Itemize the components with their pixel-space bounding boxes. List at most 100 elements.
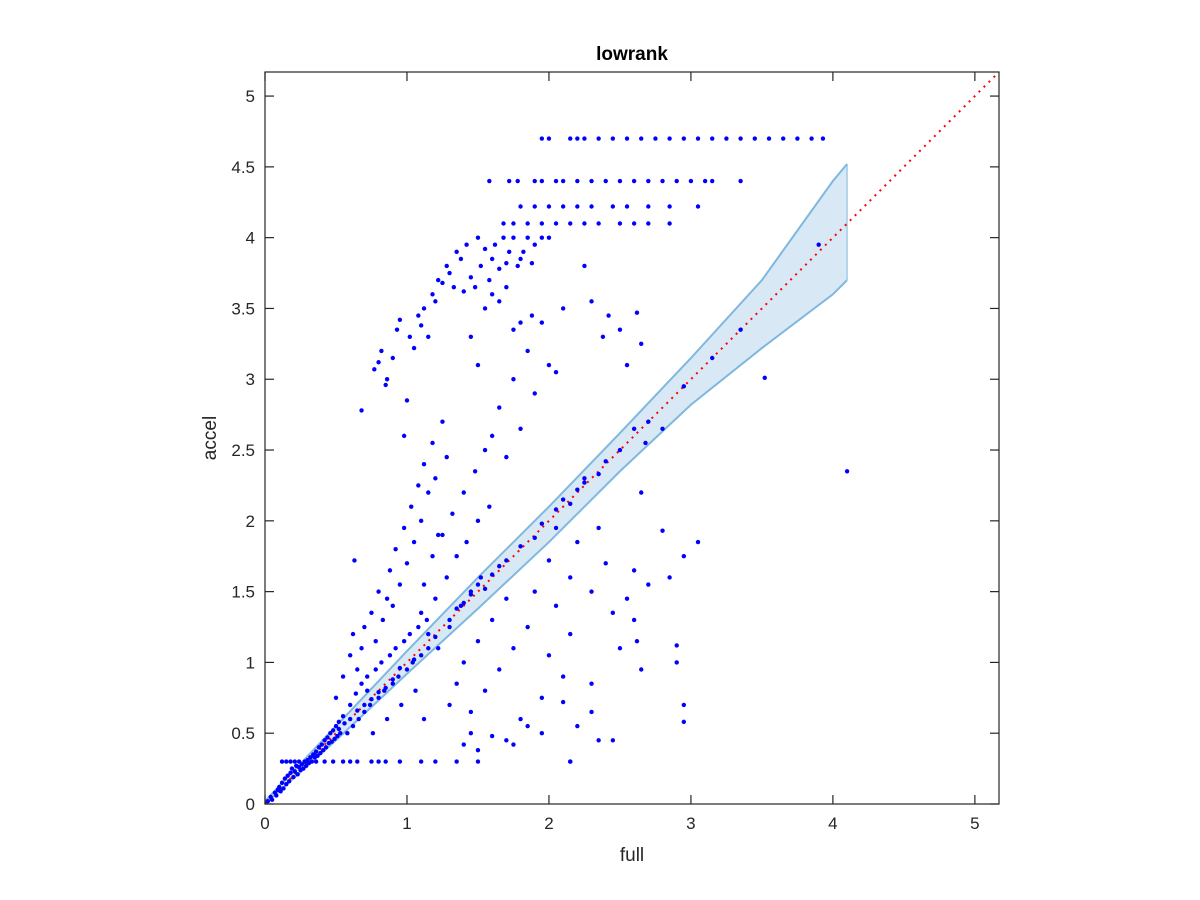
scatter-point bbox=[319, 742, 324, 747]
scatter-point bbox=[575, 487, 580, 492]
scatter-point bbox=[667, 221, 672, 226]
scatter-point bbox=[603, 459, 608, 464]
scatter-point bbox=[702, 178, 708, 184]
reference-line-layer bbox=[264, 71, 1000, 805]
scatter-point bbox=[332, 736, 337, 742]
scatter-point bbox=[461, 742, 466, 747]
scatter-point bbox=[617, 646, 623, 651]
scatter-point bbox=[688, 178, 694, 184]
scatter-point bbox=[418, 323, 424, 328]
scatter-point bbox=[539, 320, 545, 325]
scatter-point bbox=[646, 419, 651, 424]
scatter-point bbox=[525, 624, 530, 630]
scatter-point bbox=[426, 631, 431, 637]
scatter-point bbox=[468, 275, 474, 280]
scatter-point bbox=[646, 204, 651, 209]
scatter-point bbox=[738, 327, 743, 332]
scatter-point bbox=[546, 558, 552, 563]
scatter-point bbox=[284, 781, 289, 787]
scatter-point bbox=[362, 702, 367, 708]
y-axis-label: accel bbox=[200, 416, 221, 460]
scatter-point bbox=[396, 674, 401, 679]
scatter-point bbox=[568, 501, 573, 507]
scatter-point bbox=[369, 697, 374, 702]
scatter-points-layer bbox=[265, 136, 850, 804]
plot-frame bbox=[264, 71, 1000, 805]
scatter-point bbox=[436, 532, 441, 538]
scatter-point bbox=[376, 589, 381, 594]
scatter-point bbox=[660, 426, 665, 431]
scatter-point bbox=[362, 709, 367, 715]
scatter-point bbox=[309, 759, 315, 764]
scatter-point bbox=[447, 617, 452, 623]
scatter-point bbox=[338, 731, 343, 736]
scatter-point bbox=[596, 221, 601, 226]
scatter-point bbox=[444, 263, 449, 269]
scatter-point bbox=[421, 461, 427, 467]
scatter-point bbox=[316, 745, 322, 750]
scatter-point bbox=[464, 539, 469, 545]
scatter-point bbox=[330, 728, 336, 733]
x-tick-label: 5 bbox=[970, 814, 979, 833]
scatter-point bbox=[596, 136, 601, 141]
scatter-point bbox=[710, 178, 715, 184]
scatter-point bbox=[373, 638, 378, 644]
scatter-point bbox=[436, 277, 441, 283]
scatter-point bbox=[299, 762, 305, 767]
scatter-point bbox=[347, 716, 353, 722]
scatter-point bbox=[582, 136, 587, 141]
scatter-point bbox=[610, 738, 616, 743]
scatter-point bbox=[387, 568, 393, 573]
scatter-point bbox=[285, 773, 290, 778]
scatter-point bbox=[359, 681, 364, 686]
scatter-point bbox=[617, 447, 623, 453]
scatter-point bbox=[482, 306, 488, 311]
scatter-point bbox=[370, 731, 376, 736]
ticks-layer: 0 1 2 3 4 5 0 0.5 1 1.5 2 2.5 3 3.5 4 4.5 5 bbox=[231, 72, 999, 833]
scatter-point bbox=[359, 646, 364, 651]
scatter-point bbox=[359, 408, 364, 413]
y-tick-label: 1.5 bbox=[231, 583, 255, 602]
scatter-point bbox=[424, 617, 430, 623]
scatter-point bbox=[489, 292, 495, 297]
scatter-point bbox=[560, 497, 566, 502]
scatter-point bbox=[539, 521, 545, 526]
scatter-point bbox=[475, 518, 481, 524]
scatter-point bbox=[353, 691, 359, 696]
scatter-point bbox=[475, 362, 481, 368]
scatter-point bbox=[660, 178, 665, 184]
scatter-point bbox=[376, 689, 381, 695]
scatter-point bbox=[518, 426, 523, 431]
scatter-point bbox=[511, 327, 516, 332]
scatter-point bbox=[291, 774, 296, 780]
scatter-point bbox=[518, 204, 523, 209]
scatter-point bbox=[401, 638, 407, 644]
scatter-point bbox=[589, 709, 594, 715]
scatter-point bbox=[390, 355, 395, 361]
scatter-point bbox=[600, 334, 606, 339]
scatter-point bbox=[511, 646, 516, 651]
scatter-point bbox=[624, 136, 630, 141]
scatter-point bbox=[475, 759, 481, 764]
scatter-point bbox=[539, 235, 545, 240]
scatter-point bbox=[409, 504, 414, 509]
scatter-point bbox=[418, 610, 424, 616]
scatter-point bbox=[710, 355, 715, 361]
scatter-point bbox=[313, 749, 319, 754]
scatter-point bbox=[426, 334, 431, 339]
scatter-point bbox=[274, 793, 279, 798]
scatter-point bbox=[345, 731, 350, 736]
scatter-point bbox=[433, 759, 438, 764]
scatter-point bbox=[478, 263, 483, 269]
scatter-point bbox=[487, 504, 492, 509]
scatter-point bbox=[430, 554, 435, 559]
scatter-point bbox=[447, 702, 452, 708]
scatter-point bbox=[695, 136, 701, 141]
scatter-point bbox=[653, 136, 658, 141]
scatter-point bbox=[440, 280, 445, 286]
scatter-point bbox=[624, 596, 630, 601]
scatter-point bbox=[305, 759, 310, 764]
scatter-point bbox=[325, 735, 330, 740]
scatter-point bbox=[518, 256, 523, 262]
scatter-point bbox=[461, 600, 466, 606]
